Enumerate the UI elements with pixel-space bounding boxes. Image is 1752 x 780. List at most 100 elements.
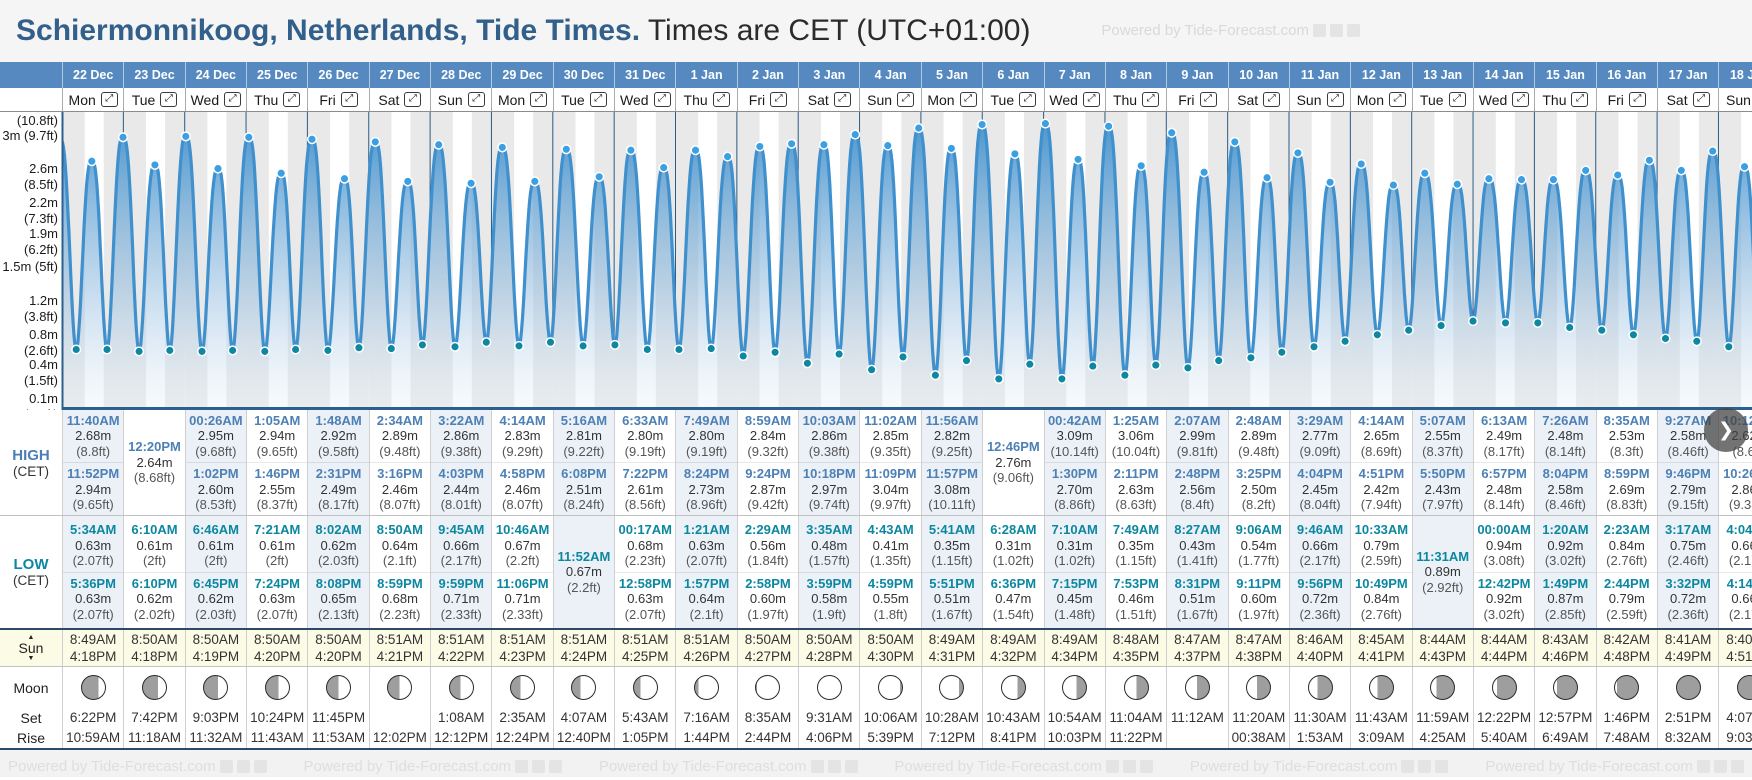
high-tide-height-m: 2.86m xyxy=(1731,481,1752,497)
low-tide-height-ft: (1.15ft) xyxy=(931,553,973,568)
low-tide-height-m: 0.60m xyxy=(749,591,787,606)
moon-cell: 8:35AM 2:44PM xyxy=(736,667,798,748)
day-expand-button[interactable]: ⤢ xyxy=(959,92,977,107)
day-expand-button[interactable]: ⤢ xyxy=(1389,92,1406,107)
high-tide-cell: 8:35AM 2.53m (8.3ft) 8:59PM 2.69m (8.83ft) xyxy=(1595,410,1657,515)
date-header-cell: 23 Dec xyxy=(123,62,184,88)
low-tide-height-m: 0.71m xyxy=(443,591,480,606)
day-expand-button[interactable]: ⤢ xyxy=(404,92,422,107)
high-tide-height-m: 2.80m xyxy=(627,428,664,443)
moonset-label-text: Set xyxy=(20,710,42,726)
day-expand-button[interactable]: ⤢ xyxy=(589,92,607,107)
low-tide-time: 5:51PM xyxy=(929,575,975,591)
low-tide-time: 6:45PM xyxy=(193,575,239,591)
high-tide-height-ft: (8.2ft) xyxy=(1241,497,1276,512)
day-expand-button[interactable]: ⤢ xyxy=(897,92,915,107)
footer-badge-icon xyxy=(827,759,841,773)
low-tide-height-ft: (2.07ft) xyxy=(72,553,114,568)
moonset-time: 7:16AM xyxy=(683,710,730,725)
day-expand-button[interactable]: ⤢ xyxy=(770,92,788,107)
low-tide-height-ft: (2.1ft) xyxy=(689,606,724,622)
day-expand-button[interactable]: ⤢ xyxy=(1512,92,1530,107)
moon-phase-icon xyxy=(370,667,430,708)
low-tide-height-ft: (2.07ft) xyxy=(72,606,114,622)
high-tide-height-ft: (9.58ft) xyxy=(317,443,360,459)
day-expand-button[interactable]: ⤢ xyxy=(712,92,730,107)
sunrise-time: 8:51AM xyxy=(560,632,608,647)
day-expand-button[interactable]: ⤢ xyxy=(160,92,178,107)
day-expand-button[interactable]: ⤢ xyxy=(224,92,242,107)
high-tide-height-m: 2.89m xyxy=(381,428,418,443)
high-tide-time: 10:03AM xyxy=(802,412,857,428)
high-tide-entry: 6:13AM 2.49m (8.17ft) xyxy=(1474,410,1534,462)
day-expand-button[interactable]: ⤢ xyxy=(1448,92,1466,107)
sunrise-time: 8:49AM xyxy=(69,632,117,647)
sunrise-time: 8:47AM xyxy=(1235,632,1282,647)
high-tide-height-ft: (9.38ft) xyxy=(440,443,482,459)
day-expand-button[interactable]: ⤢ xyxy=(1326,92,1344,107)
low-tide-time: 9:06AM xyxy=(1235,522,1282,537)
day-expand-button[interactable]: ⤢ xyxy=(1142,92,1160,107)
low-tide-height-m: 0.72m xyxy=(1301,591,1339,606)
high-tide-time: 4:14AM xyxy=(1358,412,1405,428)
moon-phase-icon xyxy=(1229,667,1289,708)
powered-by-text: Powered by Tide-Forecast.com xyxy=(1101,22,1309,39)
day-cell: Thu ⤢ xyxy=(1534,88,1595,111)
day-expand-button[interactable]: ⤢ xyxy=(1571,92,1589,107)
high-tide-time: 2:07AM xyxy=(1174,412,1221,428)
sunrise-time: 8:49AM xyxy=(928,632,976,647)
high-tide-height-m: 2.50m xyxy=(1240,481,1277,497)
day-expand-button[interactable]: ⤢ xyxy=(833,92,851,107)
day-expand-button[interactable]: ⤢ xyxy=(1263,92,1281,107)
day-expand-button[interactable]: ⤢ xyxy=(467,92,485,107)
day-of-week-label: Fri xyxy=(1178,91,1195,108)
high-tide-height-ft: (9.35ft) xyxy=(870,443,912,459)
day-expand-button[interactable]: ⤢ xyxy=(653,92,671,107)
high-tide-cell: 4:14AM 2.83m (9.29ft) 4:58PM 2.46m (8.07ft) xyxy=(491,410,553,515)
low-tide-cell: 6:10AM 0.61m (2ft) 6:10PM 0.62m (2.02ft) xyxy=(123,516,185,628)
high-tide-height-ft: (8.14ft) xyxy=(1544,443,1587,459)
day-expand-button[interactable]: ⤢ xyxy=(1199,92,1217,107)
high-tide-time: 5:16AM xyxy=(560,412,608,428)
low-tide-entry: 4:59PM 0.55m (1.8ft) xyxy=(860,571,921,626)
low-tide-entry: 00:00AM 0.94m (3.08ft) xyxy=(1474,519,1534,572)
low-tide-cell: 2:29AM 0.56m (1.84ft) 2:58PM 0.60m (1.97ft) xyxy=(736,516,799,628)
high-tide-time: 2:48PM xyxy=(1174,466,1221,481)
day-expand-button[interactable]: ⤢ xyxy=(1628,92,1646,107)
low-tide-time: 7:10AM xyxy=(1051,522,1098,537)
sunrise-time: 8:44AM xyxy=(1419,632,1466,647)
day-cell: Sat ⤢ xyxy=(368,88,430,111)
day-of-week-label: Tue xyxy=(561,91,585,108)
high-tide-height-m: 2.49m xyxy=(1486,428,1523,443)
powered-by-top: Powered by Tide-Forecast.com xyxy=(1101,22,1360,39)
next-days-button[interactable]: ❯ xyxy=(1704,408,1748,452)
day-expand-button[interactable]: ⤢ xyxy=(340,92,358,107)
footer-badge-icon xyxy=(1696,759,1710,773)
high-tide-height-ft: (8.69ft) xyxy=(1360,443,1402,459)
location-title: Schiermonnikoog, Netherlands, Tide Times… xyxy=(16,14,641,47)
low-tide-height-m: 0.67m xyxy=(504,537,541,553)
day-expand-button[interactable]: ⤢ xyxy=(1692,92,1710,107)
high-tide-entry: 1:25AM 3.06m (10.04ft) xyxy=(1106,410,1166,462)
day-expand-button[interactable]: ⤢ xyxy=(1019,92,1037,107)
low-tide-height-ft: (1.67ft) xyxy=(931,606,973,622)
high-tide-height-m: 2.79m xyxy=(1670,481,1707,497)
low-tide-time: 8:59PM xyxy=(377,575,423,591)
tide-chart: 3.3m (10.8ft)3m (9.7ft) 2.6m (8.5ft)2.2m … xyxy=(0,112,1752,410)
moonrise-time: 5:40AM xyxy=(1480,730,1528,745)
footer-badge-icon xyxy=(1418,759,1432,773)
low-tide-time: 9:11PM xyxy=(1236,575,1282,591)
high-tide-height-ft: (8.14ft) xyxy=(1483,497,1525,512)
day-expand-button[interactable]: ⤢ xyxy=(283,92,301,107)
date-header-cell: 18 Jan xyxy=(1718,62,1752,88)
high-tide-height-ft: (8.83ft) xyxy=(1606,497,1648,512)
low-tide-entry: 8:59PM 0.68m (2.23ft) xyxy=(369,571,431,626)
day-expand-button[interactable]: ⤢ xyxy=(530,92,548,107)
day-expand-button[interactable]: ⤢ xyxy=(100,92,118,107)
day-expand-button[interactable]: ⤢ xyxy=(1082,92,1100,107)
high-tide-cell: 3:22AM 2.86m (9.38ft) 4:03PM 2.44m (8.01ft) xyxy=(430,410,492,515)
moon-phase-icon xyxy=(1535,667,1595,708)
high-tide-entry: 6:08PM 2.51m (8.24ft) xyxy=(553,462,615,515)
high-tide-height-ft: (8.46ft) xyxy=(1544,497,1587,512)
low-tide-time: 3:35AM xyxy=(806,522,853,537)
